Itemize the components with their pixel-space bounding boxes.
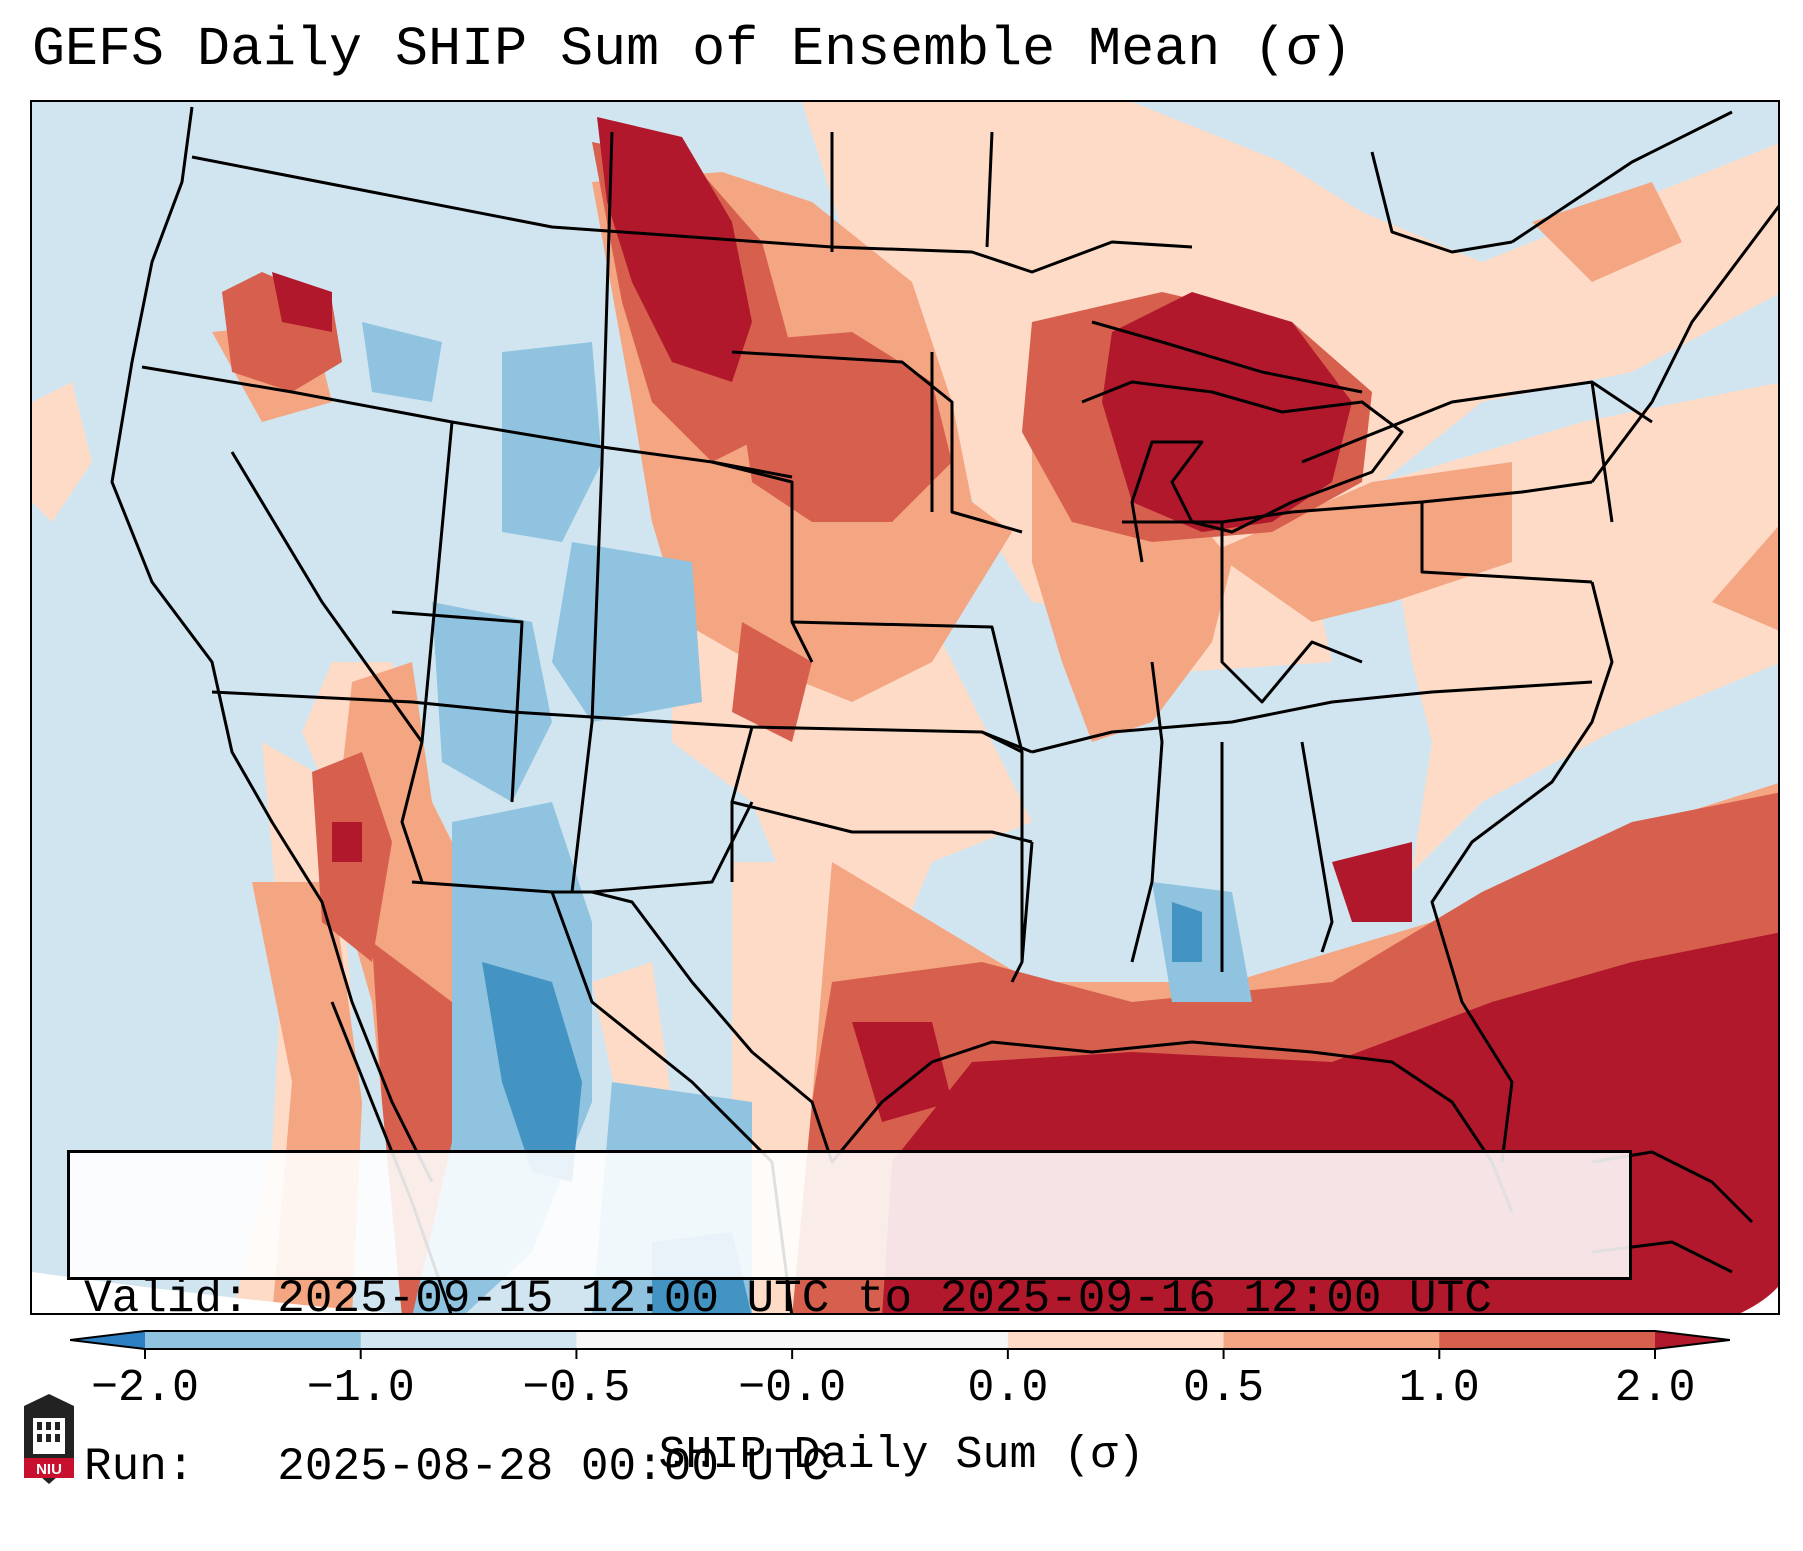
colorbar-tick-label: 2.0 [1614,1363,1696,1414]
niu-logo: NIU [24,1394,74,1484]
colorbar-tick-label: −2.0 [90,1363,200,1414]
colorbar-segment [792,1331,1009,1349]
colorbar-extend-low [70,1331,145,1349]
valid-time-box: Valid: 2025-09-15 12:00 UTC to 2025-09-1… [67,1150,1632,1493]
colorbar-segment [1439,1331,1656,1349]
colorbar-segment [576,1331,793,1349]
colorbar-segment [360,1331,577,1349]
state-borders [110,106,1778,1313]
colorbar-tick-label: 1.0 [1398,1363,1480,1414]
colorbar-tick-label: 0.5 [1183,1363,1265,1414]
colorbar-tick-label: −1.0 [306,1363,415,1414]
colorbar [70,1330,1730,1359]
colorbar-segment [1007,1331,1225,1349]
run-row: Run: 2025-08-28 00:00 UTC [84,1439,1629,1495]
logo-band [24,1458,74,1478]
run-value: 2025-08-28 00:00 UTC [277,1441,830,1493]
valid-value: 2025-09-15 12:00 UTC to 2025-09-16 12:00… [277,1273,1492,1325]
run-label: Run: [84,1441,195,1493]
map-title: GEFS Daily SHIP Sum of Ensemble Mean (σ) [32,18,1353,81]
map-panel [30,100,1780,1315]
colorbar-segment [145,1331,362,1349]
ship-heatmap [32,102,1778,1313]
valid-row: Valid: 2025-09-15 12:00 UTC to 2025-09-1… [84,1271,1629,1327]
projection-corner-left [32,1272,394,1313]
colorbar-label: SHIP Daily Sum (σ) [658,1430,1145,1481]
colorbar-segment [1223,1331,1440,1349]
colorbar-tick-label: −0.5 [522,1363,631,1414]
logo-text: NIU [36,1461,62,1478]
valid-label: Valid: [84,1273,250,1325]
projection-corner-right [1740,1286,1778,1313]
colorbar-extend-high [1655,1331,1730,1349]
colorbar-tick-label: −0.0 [738,1363,847,1414]
colorbar-tick-label: 0.0 [967,1363,1049,1414]
